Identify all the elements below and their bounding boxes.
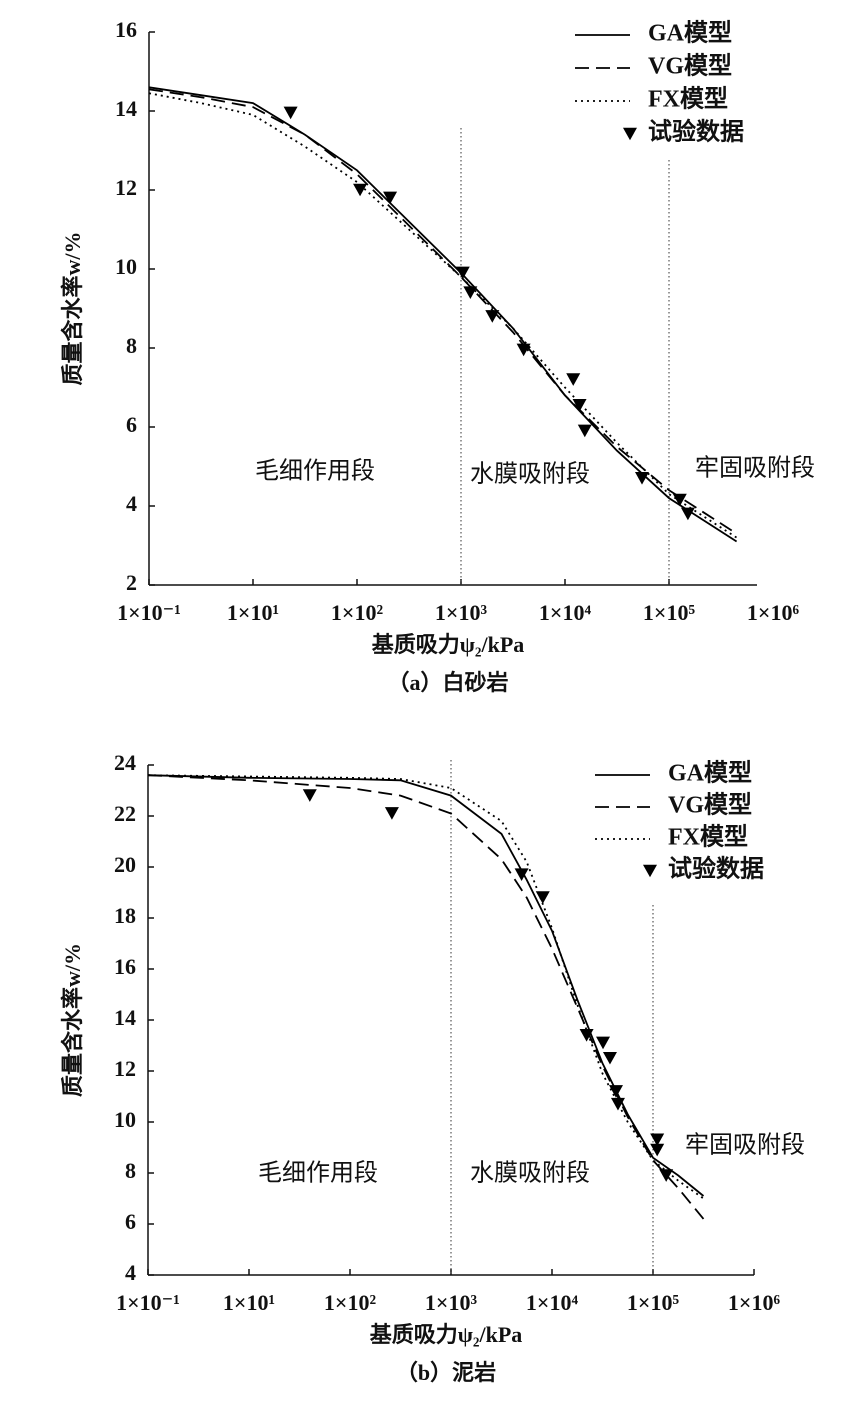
legend-label: GA模型: [648, 20, 732, 47]
y-tick-label: 14: [114, 1005, 136, 1030]
data-point: [650, 1133, 665, 1147]
y-axis-label: 质量含水率w/%: [60, 943, 85, 1097]
x-tick-label: 1×10⁻¹: [116, 1290, 180, 1315]
x-tick-label: 1×10²: [324, 1290, 377, 1315]
data-point: [602, 1051, 617, 1065]
y-tick-label: 16: [115, 17, 137, 42]
model-curve: [148, 92, 738, 539]
legend-label: GA模型: [668, 760, 752, 787]
legend-marker: [623, 127, 637, 141]
data-point: [608, 1085, 623, 1098]
annotation: 水膜吸附段: [470, 461, 590, 488]
chart: 4 6 8 10 12 14 16 18 20 22 24 1×10⁻¹ 1×10¹ 1×10² 1×10³…: [60, 750, 805, 1385]
y-tick-label: 24: [114, 750, 136, 775]
data-point: [579, 1029, 594, 1042]
data-point: [577, 424, 592, 438]
data-point: [680, 507, 695, 521]
data-point: [384, 807, 399, 820]
legend-marker: [643, 864, 657, 878]
data-point: [572, 398, 587, 412]
data-point: [566, 373, 581, 386]
data-point: [455, 266, 470, 280]
y-tick-label: 22: [114, 801, 136, 826]
y-tick-label: 10: [115, 254, 137, 279]
y-tick-label: 12: [114, 1056, 136, 1081]
annotation: 毛细作用段: [258, 1160, 378, 1187]
x-tick-label: 1×10⁻¹: [117, 600, 181, 625]
caption: （a）白砂岩: [387, 670, 508, 695]
y-tick-label: 14: [115, 96, 137, 121]
legend-label: VG模型: [648, 53, 732, 80]
x-tick-label: 1×10⁶: [728, 1290, 781, 1315]
data-point: [463, 286, 478, 299]
x-axis-label: 基质吸力ψ₂/kPa: [370, 1322, 523, 1347]
data-point: [353, 183, 368, 197]
model-curve: [148, 86, 738, 543]
y-tick-label: 6: [125, 1209, 136, 1234]
y-tick-label: 6: [126, 412, 137, 437]
y-tick-label: 16: [114, 954, 136, 979]
model-curve: [147, 774, 705, 1197]
y-tick-label: 2: [126, 570, 137, 595]
x-tick-label: 1×10¹: [223, 1290, 275, 1315]
annotation: 牢固吸附段: [685, 1132, 805, 1159]
x-tick-label: 1×10⁶: [747, 600, 800, 625]
data-point: [514, 868, 529, 881]
x-tick-label: 1×10³: [425, 1290, 478, 1315]
data-point: [485, 310, 500, 323]
caption: （b）泥岩: [396, 1360, 496, 1385]
x-tick-label: 1×10³: [435, 600, 488, 625]
legend-label: 试验数据: [648, 118, 744, 146]
annotation: 毛细作用段: [255, 458, 375, 485]
y-tick-label: 8: [126, 333, 137, 358]
x-tick-label: 1×10⁵: [643, 600, 696, 625]
y-tick-label: 4: [126, 491, 137, 516]
data-point: [516, 343, 531, 357]
data-point: [302, 789, 317, 802]
data-point: [659, 1169, 674, 1182]
y-tick-label: 20: [114, 852, 136, 877]
x-tick-label: 1×10⁴: [539, 600, 592, 625]
x-tick-label: 1×10⁴: [526, 1290, 579, 1315]
y-axis-label: 质量含水率w/%: [60, 231, 85, 385]
chart: 2 4 6 8 10 12 14 16 1×10⁻¹ 1×10¹ 1×10² 1×10³ 1×10⁴ 1×…: [60, 17, 815, 695]
y-tick-label: 10: [114, 1107, 136, 1132]
y-tick-label: 4: [125, 1260, 136, 1285]
x-tick-label: 1×10²: [331, 600, 384, 625]
x-tick-label: 1×10¹: [227, 600, 279, 625]
model-curve: [148, 88, 738, 535]
data-point: [634, 472, 649, 485]
x-axis-label: 基质吸力ψ₂/kPa: [372, 632, 525, 657]
x-tick-label: 1×10⁵: [627, 1290, 680, 1315]
model-curve: [147, 774, 705, 1200]
y-tick-label: 8: [125, 1158, 136, 1183]
data-point: [650, 1143, 665, 1157]
y-tick-label: 12: [115, 175, 137, 200]
data-point: [672, 493, 687, 507]
annotation: 水膜吸附段: [470, 1160, 590, 1187]
legend-label: FX模型: [648, 86, 728, 113]
y-tick-label: 18: [114, 903, 136, 928]
data-point: [610, 1097, 625, 1111]
legend-label: VG模型: [668, 792, 752, 819]
model-curve: [147, 774, 705, 1220]
data-point: [535, 891, 550, 904]
legend-label: 试验数据: [668, 855, 764, 883]
data-point: [596, 1036, 611, 1050]
data-point: [383, 191, 398, 205]
legend-label: FX模型: [668, 824, 748, 851]
annotation: 牢固吸附段: [695, 455, 815, 482]
data-point: [283, 106, 298, 120]
